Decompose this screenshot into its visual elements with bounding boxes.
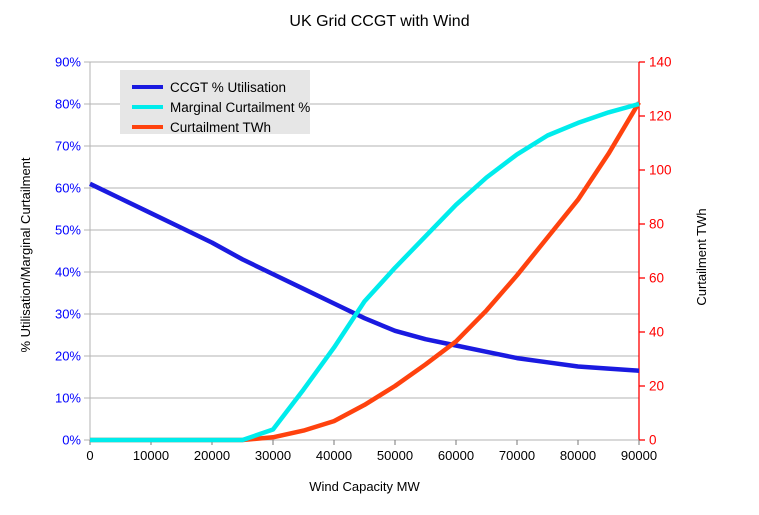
legend-swatch-ccgt-utilisation [132,85,163,89]
x-axis-tick-label: 30000 [255,448,291,463]
legend-item-ccgt-utilisation: CCGT % Utilisation [132,77,310,97]
legend-label: CCGT % Utilisation [170,79,287,95]
right-axis-tick-label: 40 [649,325,664,340]
x-axis-tick-label: 0 [86,448,93,463]
x-axis-title: Wind Capacity MW [309,479,420,494]
left-axis-title: % Utilisation/Marginal Curtailment [18,157,33,353]
x-axis-tick-label: 20000 [194,448,230,463]
right-axis-tick-label: 120 [649,109,672,124]
right-axis-tick-label: 100 [649,163,672,178]
x-axis: 0 10000 20000 30000 40000 50000 60000 70000 8000… [86,439,657,463]
x-axis-tick-label: 10000 [133,448,169,463]
left-axis-tick-label: 30% [55,307,81,322]
right-axis-tick-label: 0 [649,433,657,448]
series-line-ccgt-utilisation [89,181,640,373]
legend-label: Marginal Curtailment % [170,99,311,115]
left-axis-tick-label: 80% [55,97,81,112]
legend-label: Curtailment TWh [170,119,272,135]
chart-title: UK Grid CCGT with Wind [289,13,470,30]
legend-item-marginal-curtailment: Marginal Curtailment % [132,97,310,117]
x-axis-tick-label: 80000 [560,448,596,463]
legend-item-curtailment-twh: Curtailment TWh [132,117,310,137]
left-axis-tick-label: 40% [55,265,81,280]
x-axis-tick-label: 90000 [621,448,657,463]
right-axis: 0 20 40 60 80 100 120 140 [638,55,672,448]
left-axis-tick-label: 0% [62,433,81,448]
right-axis-tick-label: 20 [649,379,664,394]
left-axis-tick-label: 70% [55,139,81,154]
left-axis-tick-label: 90% [55,55,81,70]
series-line-marginal-curtailment [90,101,640,443]
left-axis-tick-label: 10% [55,391,81,406]
left-axis: 0% 10% 20% 30% 40% 50% 60% 70% 80% 90% [55,55,91,448]
legend-swatch-marginal-curtailment [132,105,163,109]
right-axis-tick-label: 80 [649,217,664,232]
legend-swatch-curtailment-twh [132,125,163,129]
x-axis-tick-label: 60000 [438,448,474,463]
x-axis-tick-label: 40000 [316,448,352,463]
x-axis-tick-label: 50000 [377,448,413,463]
x-axis-tick-label: 70000 [499,448,535,463]
legend: CCGT % Utilisation Marginal Curtailment … [120,70,310,137]
right-axis-title: Curtailment TWh [694,208,709,306]
left-axis-tick-label: 50% [55,223,81,238]
right-axis-tick-label: 60 [649,271,664,286]
left-axis-tick-label: 20% [55,349,81,364]
left-axis-tick-label: 60% [55,181,81,196]
series-line-curtailment-twh [90,101,641,443]
right-axis-tick-label: 140 [649,55,672,70]
